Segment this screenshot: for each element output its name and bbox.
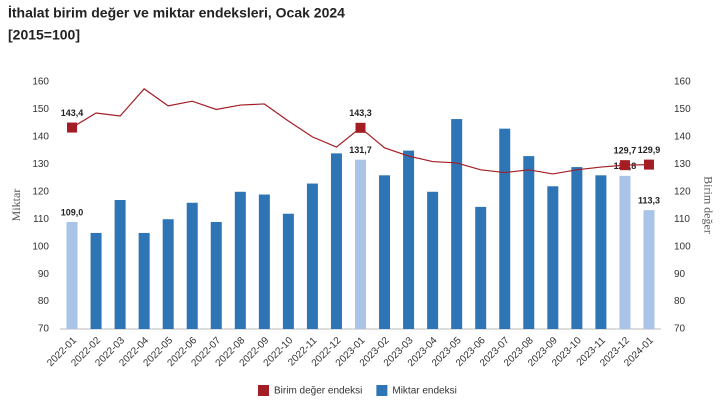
bar — [403, 150, 415, 329]
bar — [499, 128, 511, 329]
bar — [571, 167, 583, 329]
bar — [523, 156, 535, 329]
y-tick-label: 130 — [32, 159, 49, 170]
y2-tick-label: 120 — [674, 186, 691, 197]
bar — [355, 159, 366, 329]
y-tick-label: 110 — [33, 214, 49, 225]
y-tick-label: 70 — [38, 324, 50, 335]
bar-value-label: 109,0 — [61, 207, 84, 217]
bar — [258, 194, 270, 329]
bar — [451, 119, 463, 329]
line-marker — [619, 160, 630, 171]
legend-label: Miktar endeksi — [392, 386, 456, 397]
y-tick-label: 150 — [32, 104, 49, 115]
bar — [282, 213, 294, 329]
bar — [427, 191, 439, 329]
line-marker — [67, 122, 78, 133]
bar — [90, 232, 102, 329]
bar — [379, 175, 391, 329]
bar — [114, 200, 126, 329]
bar — [330, 153, 342, 329]
y2-tick-label: 160 — [674, 77, 691, 88]
bar — [547, 186, 559, 329]
bar — [66, 221, 78, 329]
y2-tick-label: 150 — [674, 104, 691, 115]
bar — [306, 183, 318, 329]
y2-tick-label: 130 — [674, 159, 691, 170]
bar — [162, 219, 174, 329]
bar — [619, 175, 631, 329]
line-value-label: 143,4 — [61, 108, 84, 118]
y2-tick-label: 70 — [674, 324, 686, 335]
bar — [138, 232, 150, 329]
bar — [643, 210, 655, 329]
bar-value-label: 113,3 — [638, 196, 660, 206]
line-marker — [355, 122, 366, 133]
y2-tick-label: 90 — [674, 269, 686, 280]
legend-swatch — [376, 385, 388, 396]
chart-title: İthalat birim değer ve miktar endeksleri… — [8, 5, 345, 21]
y-tick-label: 80 — [38, 296, 50, 307]
line-value-label: 129,9 — [638, 145, 661, 155]
y-axis-label: Miktar — [9, 189, 23, 222]
y-tick-label: 100 — [32, 241, 49, 252]
bar — [595, 175, 607, 329]
line-value-label: 143,3 — [349, 108, 372, 118]
legend-label: Birim değer endeksi — [274, 386, 362, 397]
bar — [234, 191, 246, 329]
line-value-label: 129,7 — [614, 146, 637, 156]
line-marker — [643, 159, 654, 170]
bar — [475, 206, 487, 329]
y2-tick-label: 80 — [674, 296, 686, 307]
legend-swatch — [258, 385, 269, 396]
bar — [210, 221, 222, 329]
bar — [186, 202, 198, 329]
chart-subtitle: [2015=100] — [8, 27, 80, 43]
y2-tick-label: 140 — [674, 132, 691, 143]
y-tick-label: 120 — [32, 186, 49, 197]
y2-tick-label: 100 — [674, 241, 691, 252]
y-tick-label: 160 — [32, 77, 49, 88]
y-tick-label: 90 — [38, 269, 50, 280]
bar-value-label: 131,7 — [349, 145, 372, 155]
y2-tick-label: 110 — [674, 214, 690, 225]
y-tick-label: 140 — [32, 132, 49, 143]
y2-axis-label: Birim değer — [701, 176, 715, 234]
